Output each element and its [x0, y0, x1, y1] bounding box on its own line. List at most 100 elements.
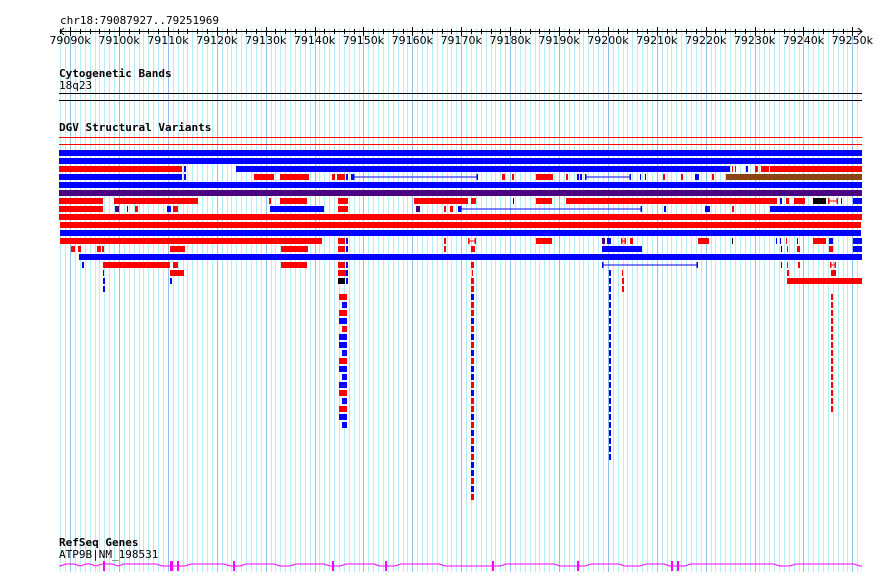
- sv-feature-stacked: [471, 422, 474, 428]
- sv-feature-stacked: [609, 406, 611, 412]
- sv-feature-stacked: [339, 382, 347, 388]
- sv-feature-loss: [776, 238, 777, 244]
- sv-feature-gain: [512, 174, 514, 180]
- sv-feature-gain: [97, 246, 101, 252]
- sv-feature-gain: [173, 206, 178, 212]
- sv-feature-loss: [664, 206, 666, 212]
- sv-feature-gain: [712, 174, 714, 180]
- sv-feature-gain: [173, 262, 178, 268]
- sv-feature-gain: [787, 270, 789, 276]
- sv-feature-end: [696, 262, 698, 268]
- sv-feature-span: [621, 240, 626, 242]
- sv-feature-stacked: [342, 374, 347, 380]
- sv-feature-gain: [536, 174, 553, 180]
- sv-feature-stacked: [471, 334, 474, 340]
- sv-feature-stacked: [471, 446, 474, 452]
- gene-exon: [332, 561, 334, 571]
- ruler-tick-label: 79240k: [782, 34, 825, 47]
- cytoband-bar-bottom: [59, 100, 862, 101]
- sv-feature-stacked: [831, 326, 833, 332]
- sv-feature-loss: [609, 270, 611, 276]
- sv-feature-loss: [609, 278, 611, 284]
- sv-feature-loss: [59, 174, 182, 180]
- sv-feature-stacked: [787, 278, 789, 284]
- sv-feature-stacked: [170, 278, 172, 284]
- cytoband-track-title[interactable]: Cytogenetic Bands: [59, 67, 172, 80]
- sv-feature-span: [468, 240, 476, 242]
- sv-feature-loss: [59, 158, 862, 164]
- ruler-tick-label: 79120k: [196, 34, 238, 47]
- sv-feature-stacked: [471, 294, 474, 300]
- sv-feature-span: [460, 208, 642, 210]
- sv-feature-loss: [59, 150, 862, 156]
- ruler-tick-label: 79250k: [831, 34, 874, 47]
- sv-feature-gain: [786, 198, 789, 204]
- sv-feature-gain: [102, 246, 104, 252]
- sv-feature-end: [468, 238, 470, 244]
- sv-feature-stacked: [339, 414, 347, 420]
- sv-feature-stacked: [471, 486, 474, 492]
- gene-exon: [233, 561, 235, 571]
- sv-feature-gain: [471, 198, 476, 204]
- sv-feature-loss: [346, 246, 348, 252]
- gene-exon: [171, 561, 173, 571]
- dgv-track-line: [59, 144, 862, 145]
- sv-feature-loss: [184, 166, 186, 172]
- sv-feature-both: [115, 206, 119, 212]
- sv-feature-stacked: [471, 414, 474, 420]
- sv-feature-gain: [254, 174, 274, 180]
- sv-feature-loss: [82, 262, 84, 268]
- sv-feature-stacked: [471, 366, 474, 372]
- sv-feature-inversion: [726, 174, 862, 180]
- sv-feature-gain: [831, 278, 833, 284]
- sv-feature-stacked: [471, 430, 474, 436]
- sv-feature-gain: [794, 198, 805, 204]
- sv-feature-loss: [351, 174, 353, 180]
- sv-feature-loss: [346, 238, 348, 244]
- dgv-track-title[interactable]: DGV Structural Variants: [59, 121, 212, 134]
- sv-feature-stacked: [471, 470, 474, 476]
- sv-feature-loss: [60, 230, 861, 236]
- sv-feature-loss: [695, 174, 699, 180]
- sv-feature-loss: [853, 246, 862, 252]
- sv-feature-gain: [60, 222, 861, 228]
- sv-feature-stacked: [471, 318, 474, 324]
- sv-feature-gain: [755, 166, 758, 172]
- gene-exon: [577, 561, 579, 571]
- sv-feature-stacked: [831, 302, 833, 308]
- sv-feature-stacked: [471, 302, 474, 308]
- sv-feature-stacked: [609, 326, 611, 332]
- sv-feature-both: [59, 190, 862, 196]
- sv-feature-stacked: [609, 286, 611, 292]
- sv-feature-loss: [746, 166, 748, 172]
- sv-feature-gain: [732, 206, 734, 212]
- sv-feature-stacked: [471, 494, 474, 500]
- sv-feature-gain: [281, 246, 308, 252]
- sv-feature-gain: [337, 174, 345, 180]
- ruler-tick-label: 79230k: [733, 34, 776, 47]
- sv-feature-loss: [580, 174, 582, 180]
- sv-feature-stacked: [339, 342, 347, 348]
- sv-feature-other: [513, 198, 514, 204]
- sv-feature-loss: [577, 174, 579, 180]
- sv-feature-gain: [59, 166, 182, 172]
- sv-feature-gain: [78, 246, 81, 252]
- sv-feature-loss: [458, 206, 460, 212]
- sv-feature-gain: [338, 198, 348, 204]
- sv-feature-stacked: [609, 366, 611, 372]
- sv-feature-loss: [270, 206, 324, 212]
- gene-label[interactable]: ATP9B|NM_198531: [59, 548, 159, 561]
- ruler-tick-label: 79210k: [636, 34, 678, 47]
- sv-feature-gain: [630, 238, 633, 244]
- sv-feature-end: [629, 174, 631, 180]
- sv-feature-gain: [338, 238, 345, 244]
- sv-feature-stacked: [609, 454, 611, 460]
- gene-exon: [677, 561, 679, 571]
- sv-feature-loss: [127, 206, 128, 212]
- sv-feature-end: [460, 206, 462, 212]
- sv-feature-span: [585, 176, 631, 178]
- refseq-track-title[interactable]: RefSeq Genes: [59, 536, 139, 549]
